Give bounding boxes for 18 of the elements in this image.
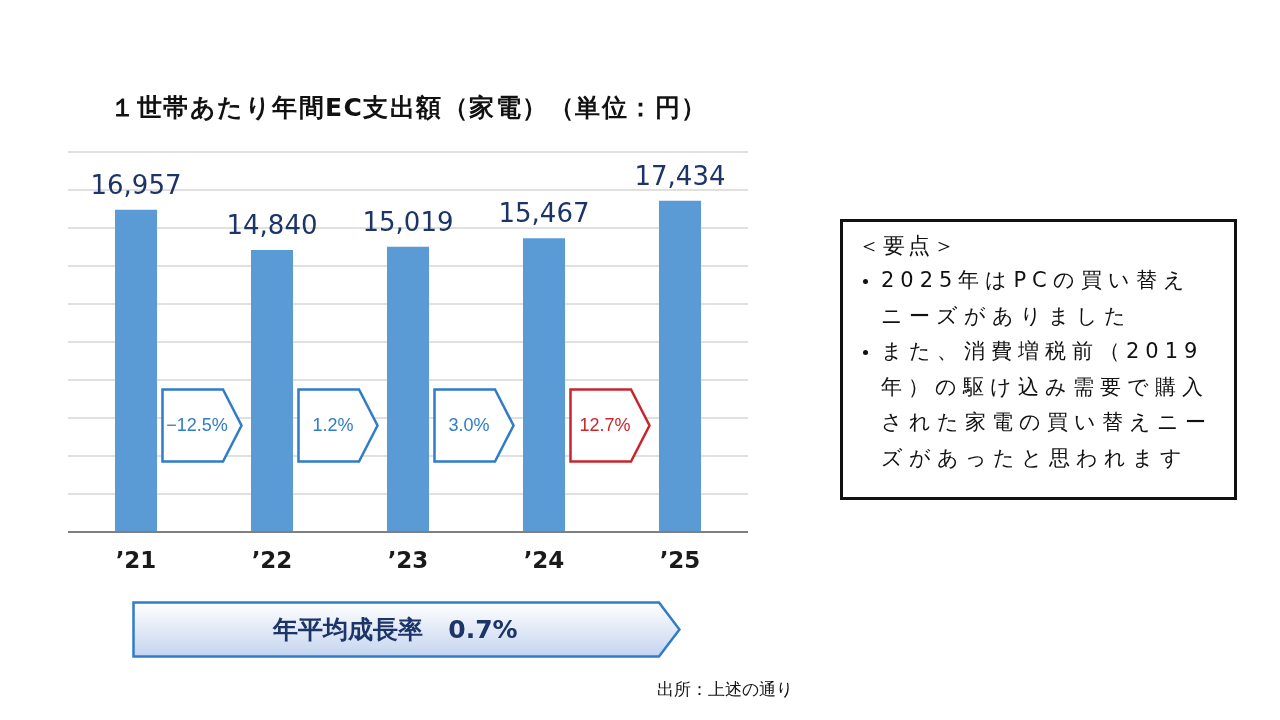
text: 年平均成長率 0.7% xyxy=(271,614,519,646)
x-tick-label: ’22 xyxy=(251,547,293,574)
data-label: 15,019 xyxy=(362,206,454,237)
x-tick-label: ’24 xyxy=(523,547,565,574)
data-label: 16,957 xyxy=(90,169,182,200)
data-label: 14,840 xyxy=(226,210,318,241)
annotation: 1.2% xyxy=(311,414,355,437)
data-label: 15,467 xyxy=(498,198,590,229)
text: 出所：上述の通り xyxy=(657,678,793,701)
x-tick-label: ’25 xyxy=(659,547,701,574)
data-label: 17,434 xyxy=(634,160,726,191)
x-tick-label: ’21 xyxy=(115,547,157,574)
annotation: 12.7% xyxy=(578,414,632,437)
annotation: −12.5% xyxy=(165,414,229,437)
x-tick-label: ’23 xyxy=(387,547,429,574)
note-box: ＜要点＞ 2025年はPCの買い替えニーズがありました また、消費増税前（2019年）の駆け込み需要で購入された家電の買い替えニーズがあったと思われます xyxy=(840,219,1237,500)
chart-title: １世帯あたり年間EC支出額（家電）（単位：円） xyxy=(110,92,708,124)
annotation: 3.0% xyxy=(447,414,491,437)
